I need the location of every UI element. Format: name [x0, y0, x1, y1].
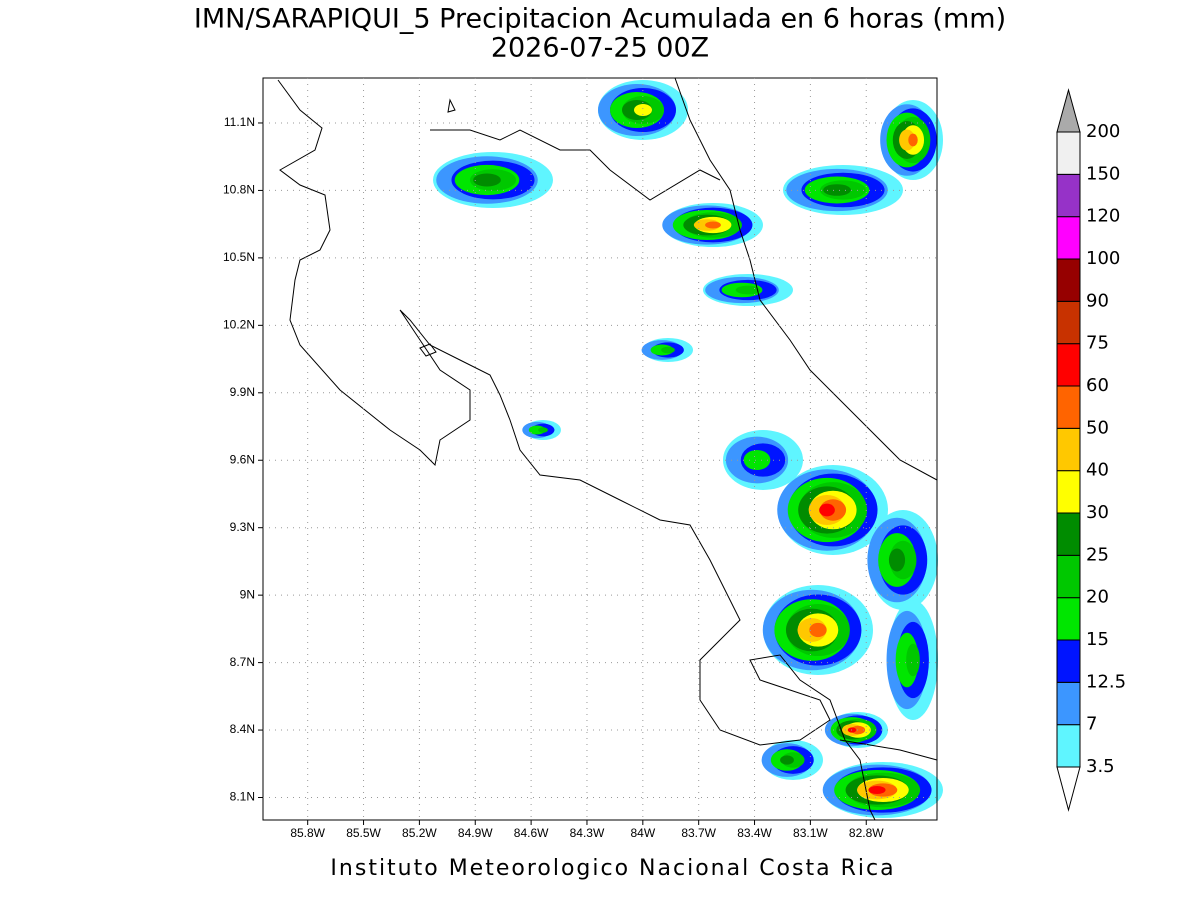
- colorbar-high: [1056, 88, 1081, 133]
- y-tick-label: 8.4N: [230, 722, 255, 736]
- rain-area: [735, 285, 761, 295]
- colorbar-label: 100: [1086, 248, 1120, 269]
- rain-area: [809, 622, 827, 638]
- x-tick-label: 85.8W: [290, 826, 325, 840]
- colorbar-box: [1056, 427, 1081, 472]
- x-tick-label: 84.9W: [458, 826, 493, 840]
- colorbar-label: 120: [1086, 206, 1120, 227]
- colorbar-box: [1056, 343, 1081, 387]
- lake: [447, 98, 456, 113]
- colorbar-box: [1056, 173, 1081, 218]
- colorbar-low: [1056, 766, 1081, 812]
- colorbar-label: 3.5: [1086, 756, 1115, 777]
- y-tick-label: 10.8N: [223, 183, 255, 197]
- rain-area: [538, 427, 548, 433]
- rain-area: [634, 104, 652, 116]
- rain-area: [868, 786, 886, 794]
- x-tick-label: 85.2W: [402, 826, 437, 840]
- x-tick-label: 82.8W: [849, 826, 884, 840]
- footer: Instituto Meteorologico Nacional Costa R…: [330, 856, 895, 881]
- island: [419, 343, 437, 357]
- pacific-coast: [277, 79, 876, 821]
- rain-area: [473, 173, 501, 187]
- rain-area: [819, 503, 835, 517]
- colorbar-label: 90: [1086, 290, 1109, 311]
- colorbar-label: 75: [1086, 333, 1109, 354]
- x-tick-label: 84W: [630, 826, 655, 840]
- nicaragua-border: [430, 129, 721, 201]
- rain-area: [906, 643, 920, 677]
- colorbar-label: 12.5: [1086, 671, 1126, 692]
- x-tick-label: 84.6W: [514, 826, 549, 840]
- x-tick-label: 84.3W: [570, 826, 605, 840]
- colorbar-box: [1056, 724, 1081, 768]
- colorbar-box: [1056, 470, 1081, 514]
- colorbar-box: [1056, 554, 1081, 599]
- coastline: [277, 77, 938, 821]
- colorbar-label: 15: [1086, 629, 1109, 650]
- rain-area: [888, 548, 906, 572]
- y-tick-label: 10.2N: [223, 318, 255, 332]
- title: IMN/SARAPIQUI_5 Precipitacion Acumulada …: [194, 4, 1006, 35]
- map-frame: [262, 77, 938, 821]
- y-tick-label: 10.5N: [223, 250, 255, 264]
- x-tick-label: 83.7W: [681, 826, 716, 840]
- y-tick-label: 9.3N: [230, 520, 255, 534]
- colorbar-label: 30: [1086, 502, 1109, 523]
- rain-area: [743, 450, 771, 470]
- panama-border: [839, 739, 938, 761]
- colorbar-box: [1056, 258, 1081, 302]
- colorbar-box: [1056, 512, 1081, 556]
- colorbar-box: [1056, 385, 1081, 429]
- colorbar-box: [1056, 131, 1081, 175]
- rain-area: [705, 221, 721, 229]
- colorbar-label: 60: [1086, 375, 1109, 396]
- colorbar-box: [1056, 681, 1081, 726]
- colorbar-label: 50: [1086, 417, 1109, 438]
- caribbean-coast: [674, 77, 938, 481]
- subtitle: 2026-07-25 00Z: [491, 33, 709, 64]
- rain-area: [823, 184, 851, 196]
- y-tick-label: 8.1N: [230, 790, 255, 804]
- colorbar-label: 200: [1086, 121, 1120, 142]
- y-tick-label: 11.1N: [224, 115, 255, 129]
- y-tick-label: 9.9N: [230, 385, 255, 399]
- colorbar-box: [1056, 597, 1081, 641]
- colorbar-box: [1056, 639, 1081, 683]
- colorbar-label: 150: [1086, 163, 1120, 184]
- colorbar-label: 25: [1086, 544, 1109, 565]
- colorbar-box: [1056, 216, 1081, 260]
- colorbar-label: 20: [1086, 587, 1109, 608]
- rain-area: [661, 346, 675, 354]
- y-tick-label: 9.6N: [230, 452, 255, 466]
- rain-area: [908, 133, 918, 147]
- x-tick-label: 85.5W: [346, 826, 381, 840]
- colorbar-box: [1056, 300, 1081, 345]
- y-tick-label: 8.7N: [230, 655, 255, 669]
- colorbar-label: 7: [1086, 714, 1097, 735]
- colorbar-label: 40: [1086, 460, 1109, 481]
- rain-area: [780, 755, 794, 765]
- y-tick-label: 9N: [240, 587, 255, 601]
- x-tick-label: 83.4W: [737, 826, 772, 840]
- x-tick-label: 83.1W: [793, 826, 828, 840]
